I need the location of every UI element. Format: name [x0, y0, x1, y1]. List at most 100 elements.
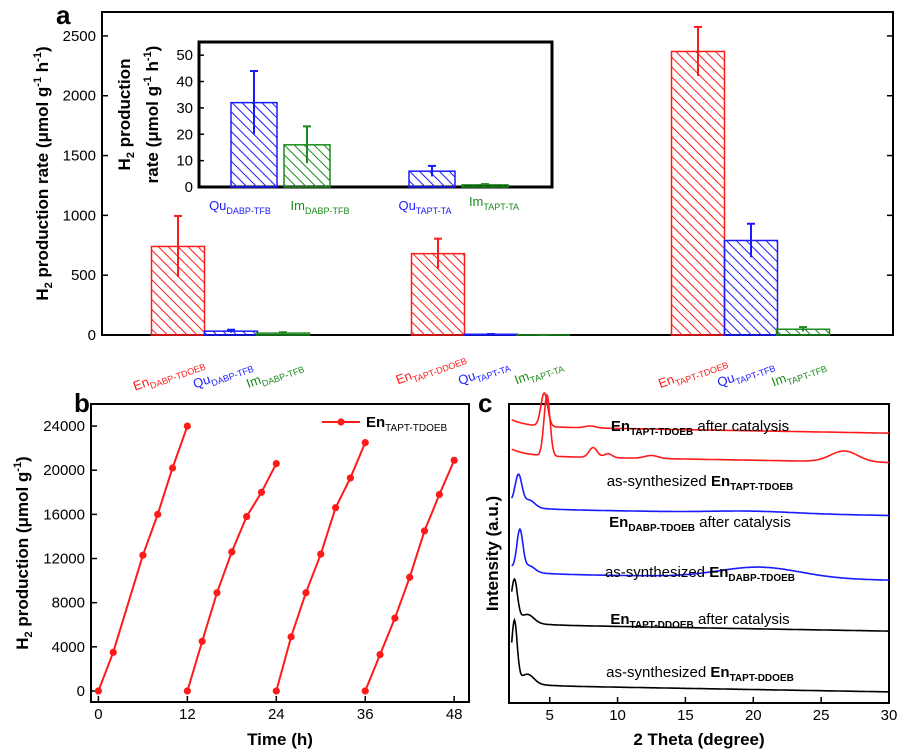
text-span: Im	[244, 372, 263, 391]
panel-a-ytick-label: 2500	[63, 28, 96, 45]
panel-c-ylabel: Intensity (a.u.)	[483, 496, 502, 611]
panel-c: 5 10 15 20 25 30 2 Theta (degree) Intensity (a.…	[483, 391, 897, 749]
panel-b-point	[302, 589, 310, 597]
panel-c-xtick-label: 20	[745, 707, 762, 724]
panel-b-xtick-label: 0	[94, 706, 102, 723]
text-span: TAPT-TA	[416, 206, 452, 216]
panel-b-point	[272, 687, 280, 695]
panel-c-xtick-label: 25	[813, 707, 830, 724]
text-span: DABP-TFB	[305, 206, 350, 216]
panel-b-point	[376, 650, 384, 659]
text-span: En	[609, 514, 628, 531]
panel-b-point	[272, 460, 280, 468]
panel-b-letter: b	[74, 388, 90, 418]
panel-b-point	[361, 439, 369, 447]
text-span: DABP-TDOEB	[628, 523, 695, 534]
panel-b-point	[109, 648, 117, 656]
text-span: )	[33, 46, 52, 52]
panel-c-series-label: EnTAPT-DDOEB after catalysis	[610, 611, 789, 631]
panel-b-point	[317, 550, 325, 558]
text-span: production	[115, 59, 134, 152]
panel-b-point	[331, 504, 340, 512]
panel-b-xtick-label: 36	[357, 706, 374, 723]
panel-a-category-label: EnTAPT-DDOEB	[394, 348, 469, 390]
text-span: DABP-TDOEB	[728, 573, 795, 584]
text-span: after catalysis	[693, 418, 789, 435]
panel-a-ytick-label: 500	[71, 267, 96, 284]
panel-c-xtick-label: 5	[546, 707, 554, 724]
text-span: h	[143, 61, 162, 76]
text-span: production (μmol g	[13, 472, 32, 632]
panel-a-category-label: ImTAPT-TA	[512, 356, 565, 390]
text-span: DABP-TFB	[261, 364, 306, 389]
panel-b-ytick-label: 20000	[43, 462, 85, 479]
text-span: Im	[469, 194, 483, 209]
text-span: )	[143, 46, 162, 52]
text-span: DABP-TFB	[226, 206, 271, 216]
panel-b-xtick-label: 24	[268, 706, 285, 723]
inset-ytick-label: 50	[176, 47, 193, 64]
panel-b-frame	[90, 403, 470, 703]
text-span: En	[711, 473, 730, 490]
panel-b-xtick-label: 12	[179, 706, 196, 723]
panel-a-bar	[670, 50, 726, 336]
panel-b-point	[257, 488, 266, 496]
text-span: production rate (μmol g	[33, 87, 52, 283]
panel-c-pattern-line	[510, 617, 889, 693]
panel-b-point	[198, 637, 206, 645]
text-span: En	[394, 368, 414, 388]
panel-b-ytick-label: 24000	[43, 418, 85, 435]
panel-c-series-label: EnTAPT-TDOEB after catalysis	[611, 418, 789, 438]
panel-a-ytick-label: 2000	[63, 88, 96, 105]
text-span: -1	[32, 52, 44, 62]
panel-b-ytick-label: 12000	[43, 551, 85, 568]
text-span: TAPT-TFB	[786, 364, 829, 388]
text-span: as-synthesized	[607, 473, 711, 490]
text-span: after catalysis	[695, 514, 791, 531]
text-span: Im	[769, 370, 788, 389]
text-span: Qu	[191, 371, 212, 391]
panel-c-xlabel: 2 Theta (degree)	[633, 730, 764, 749]
text-span: Qu	[209, 198, 226, 213]
panel-a-ytick-label: 1000	[63, 207, 96, 224]
text-span: TAPT-TA	[475, 363, 512, 385]
text-span: 2	[23, 631, 35, 637]
text-span: h	[33, 62, 52, 77]
panel-b-point	[94, 687, 103, 695]
text-span: En	[610, 611, 629, 628]
inset-ylabel-line2: rate (μmol g-1 h-1)	[142, 46, 162, 184]
panel-c-xtick-label: 15	[677, 707, 694, 724]
inset-ytick-label: 30	[176, 100, 193, 117]
text-span: En	[131, 374, 151, 394]
text-span: 2	[125, 152, 137, 158]
panel-c-xtick-label: 10	[609, 707, 626, 724]
panel-c-frame	[508, 403, 890, 704]
inset-ytick-label: 20	[176, 126, 193, 143]
panel-c-series-label: as-synthesized EnTAPT-DDOEB	[606, 664, 794, 684]
panel-a-ylabel: H2 production rate (μmol g-1 h-1)	[32, 46, 55, 300]
text-span: Qu	[398, 198, 415, 213]
panel-b-point	[139, 551, 147, 559]
panel-b-xlabel: Time (h)	[247, 730, 313, 749]
panel-b-series-line	[97, 425, 189, 692]
text-span: TAPT-TDOEB	[385, 423, 447, 434]
text-span: -1	[142, 51, 154, 61]
text-span: TAPT-TA	[529, 364, 566, 386]
text-span: En	[710, 664, 729, 681]
text-span: after catalysis	[694, 611, 790, 628]
inset-category-label: ImTAPT-TA	[469, 194, 519, 212]
panel-b-ytick-label: 4000	[52, 639, 85, 656]
panel-b-point	[228, 548, 236, 556]
panel-c-pattern-line	[511, 393, 889, 464]
panel-b-point	[435, 490, 443, 499]
text-span: En	[611, 418, 630, 435]
panel-c-series-label: EnDABP-TDOEB after catalysis	[609, 514, 791, 534]
panel-b-legend-label: EnTAPT-TDOEB	[366, 414, 448, 434]
text-span: Im	[291, 198, 305, 213]
panel-b-point	[213, 589, 221, 597]
inset-ytick-label: 10	[176, 153, 193, 170]
text-span: TAPT-TDOEB	[730, 482, 793, 493]
panel-b-legend-marker	[337, 418, 345, 426]
